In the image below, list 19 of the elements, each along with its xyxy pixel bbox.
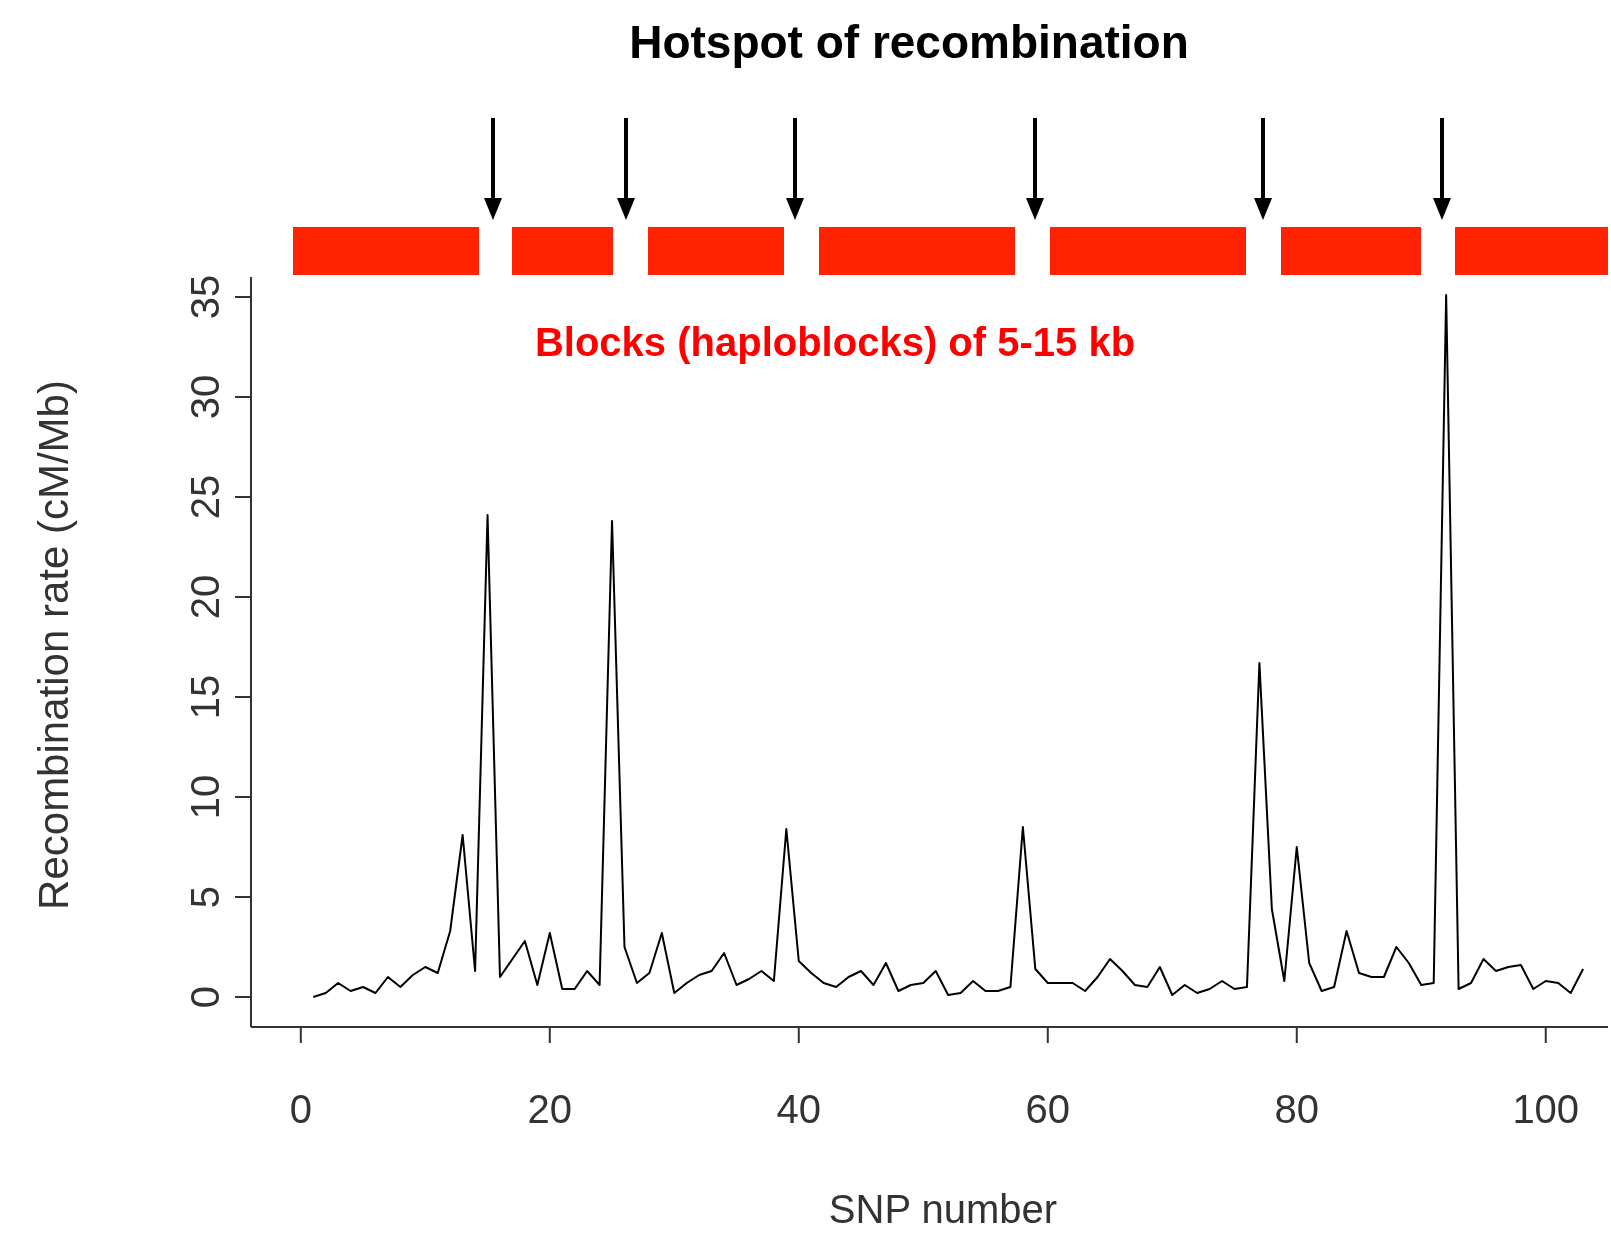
annotation: Blocks (haploblocks) of 5-15 kb xyxy=(534,320,1136,364)
x-tick-label: 20 xyxy=(527,1087,573,1132)
y-tick-label: 5 xyxy=(183,885,227,909)
chart-title: Hotspot of recombination xyxy=(629,16,1189,68)
y-tick-label: 15 xyxy=(183,674,227,720)
y-axis-title: Recombination rate (cM/Mb) xyxy=(30,380,77,910)
x-tick-label: 40 xyxy=(776,1087,822,1132)
y-tick-label: 10 xyxy=(183,774,227,820)
y-tick-label: 30 xyxy=(183,374,227,420)
x-tick-label: 60 xyxy=(1025,1087,1071,1132)
y-tick-label: 25 xyxy=(183,474,227,520)
x-tick-label: 0 xyxy=(289,1087,312,1132)
y-tick-label: 0 xyxy=(183,985,227,1009)
x-tick-label: 100 xyxy=(1512,1087,1580,1132)
y-tick-label: 35 xyxy=(183,274,227,320)
x-axis-title: SNP number xyxy=(828,1187,1058,1231)
x-tick-label: 80 xyxy=(1274,1087,1320,1132)
line-series xyxy=(312,294,1585,998)
y-tick-label: 20 xyxy=(183,574,227,620)
